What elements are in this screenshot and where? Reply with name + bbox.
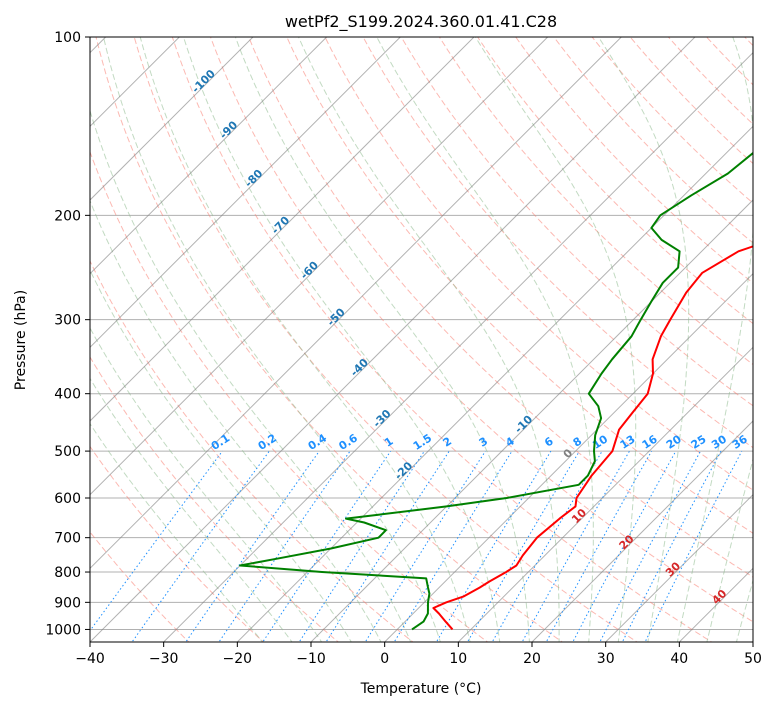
isotherm: [531, 420, 753, 642]
y-tick-label: 100: [54, 30, 81, 46]
profile-series: [239, 151, 753, 631]
mixing-ratio-line: [364, 450, 486, 642]
mixing-ratio-line: [621, 450, 722, 642]
moist-adiabat: [234, 37, 530, 642]
dry-adiabat: [438, 37, 753, 366]
isotherm: [236, 125, 753, 642]
mixing-ratio-line: [218, 450, 351, 642]
x-tick-label: 10: [449, 651, 467, 667]
isotherm: [605, 493, 753, 642]
mixing-ratio-line: [185, 450, 320, 642]
x-tick-label: −30: [149, 651, 179, 667]
isotherm: [310, 199, 753, 642]
x-axis: −40 −30 −20 −10 0 10 20 30 40 50: [75, 642, 762, 667]
mixing-ratio-line: [572, 450, 677, 642]
isotherms: [90, 37, 753, 642]
mixing-ratio-line: [298, 450, 425, 642]
mixing-ratio-lines: [90, 450, 743, 642]
moist-adiabat: [90, 269, 352, 642]
x-tick-label: 0: [380, 651, 389, 667]
dewpoint-line: [239, 151, 753, 631]
x-tick-label: −10: [296, 651, 326, 667]
y-tick-label: 800: [54, 565, 81, 581]
isotherm: [90, 37, 328, 275]
y-tick-label: 500: [54, 444, 81, 460]
mixing-ratio-line: [90, 450, 223, 632]
x-axis-label: Temperature (°C): [360, 681, 482, 697]
mixing-ratio-line: [393, 450, 513, 642]
y-tick-label: 700: [54, 531, 81, 547]
y-axis-label: Pressure (hPa): [13, 290, 29, 390]
x-tick-label: 40: [670, 651, 688, 667]
moist-adiabat: [474, 37, 637, 642]
isotherm: [90, 37, 401, 349]
moist-adiabat: [297, 37, 560, 642]
isotherm: [90, 37, 254, 201]
moist-adiabat: [90, 422, 264, 642]
mixing-ratio-line: [131, 450, 270, 642]
moist-adiabat: [376, 37, 594, 642]
moist-adiabat: [102, 37, 441, 642]
dry-adiabat: [133, 37, 638, 642]
plot-frame: [89, 36, 754, 643]
x-tick-label: 50: [744, 651, 762, 667]
mixing-ratio-line: [466, 450, 580, 642]
isotherm: [752, 641, 753, 642]
dry-adiabat: [209, 37, 753, 623]
dry-adiabat: [90, 356, 340, 642]
dry-adiabat: [95, 37, 564, 642]
x-tick-label: −40: [75, 651, 105, 667]
mixing-ratio-line: [325, 450, 450, 642]
moist-adiabat: [597, 37, 690, 642]
plot-background: [90, 37, 753, 642]
dry-adiabat: [770, 24, 775, 645]
isotherm: [90, 37, 475, 422]
dry-adiabat: [248, 37, 753, 578]
moist-adiabat: [90, 327, 323, 642]
dry-adiabat: [171, 37, 713, 642]
dry-adiabat: [90, 259, 414, 642]
y-axis: 100 200 300 400 500 600 700 800 900 1000: [45, 30, 90, 638]
y-tick-label: 600: [54, 491, 81, 507]
x-tick-label: 30: [597, 651, 615, 667]
dry-adiabat: [324, 37, 753, 491]
dry-adiabats: [90, 24, 775, 645]
mixing-ratio-line: [262, 450, 392, 642]
x-tick-label: 20: [523, 651, 541, 667]
mixing-ratio-line: [599, 450, 701, 642]
dry-adiabat: [90, 531, 190, 642]
x-tick-label: −20: [223, 651, 253, 667]
y-tick-label: 900: [54, 595, 81, 611]
y-tick-label: 1000: [45, 622, 81, 638]
moist-adiabat: [90, 377, 293, 642]
dry-adiabat: [286, 37, 753, 534]
isotherm: [90, 37, 622, 570]
isotherm: [163, 51, 753, 642]
y-tick-label: 200: [54, 208, 81, 224]
moist-adiabat: [90, 109, 412, 642]
isotherm: [90, 37, 696, 642]
moist-adiabats: [90, 37, 753, 642]
dry-adiabat: [90, 150, 489, 642]
y-tick-label: 400: [54, 387, 81, 403]
pressure-grid: [90, 37, 753, 630]
temperature-line: [432, 245, 753, 631]
moist-adiabat: [90, 199, 382, 642]
chart-title: wetPf2_S199.2024.360.01.41.C28: [285, 12, 557, 32]
dry-adiabat: [400, 37, 753, 407]
isotherm: [90, 37, 549, 496]
y-tick-label: 300: [54, 313, 81, 329]
moist-adiabat: [182, 37, 501, 642]
isotherm: [384, 272, 753, 642]
isotherm: [457, 346, 753, 642]
